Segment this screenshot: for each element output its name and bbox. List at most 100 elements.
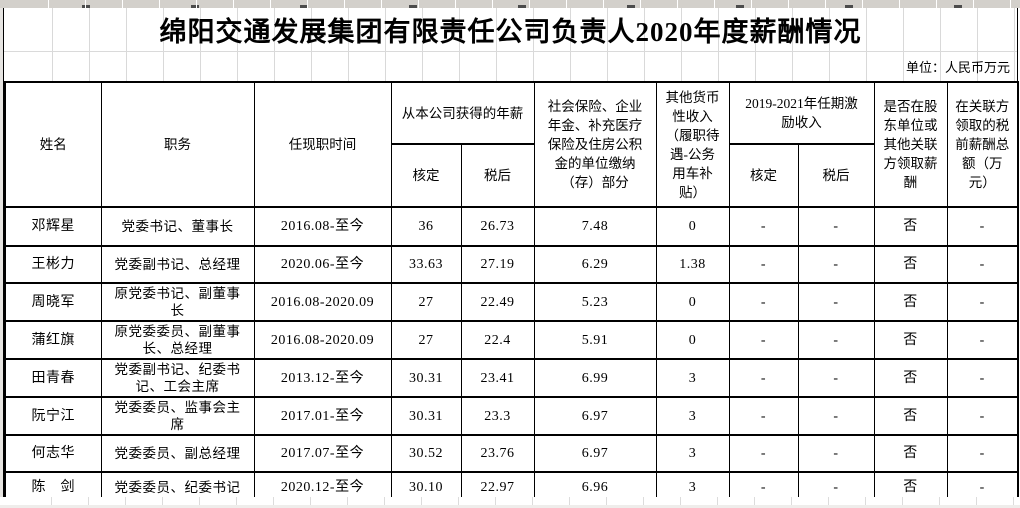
- table-row: 蒲红旗 原党委委员、副董事长、总经理 2016.08-2020.09 27 22.4 5.…: [4, 320, 1019, 360]
- cell-salary_after_tax: 22.4: [460, 320, 535, 360]
- cell-related_party_pretax_total: -: [946, 206, 1019, 247]
- header-salary-approved: 核定: [390, 143, 462, 208]
- cell-salary_approved: 27: [390, 282, 462, 322]
- header-salary-after-tax: 税后: [460, 143, 535, 208]
- cell-related_party_pretax_total: -: [946, 434, 1019, 473]
- cell-tenure: 2017.01-至今: [253, 396, 392, 436]
- cell-related_party_pretax_total: -: [946, 320, 1019, 360]
- cell-other_monetary_income: 0: [655, 206, 730, 247]
- cell-salary_after_tax: 22.49: [460, 282, 535, 322]
- cell-tenure: 2016.08-2020.09: [253, 282, 392, 322]
- cell-incentive_after_tax: -: [797, 396, 875, 436]
- header-tenure: 任现职时间: [253, 81, 392, 208]
- cell-incentive_approved: -: [728, 245, 799, 284]
- cell-name: 邓辉星: [4, 206, 102, 247]
- cell-social_insurance_housing_fund: 6.97: [533, 434, 657, 473]
- cell-paid_by_shareholder_or_related: 否: [873, 396, 948, 436]
- header-incentive-after-tax: 税后: [797, 143, 875, 208]
- cell-tenure: 2016.08-2020.09: [253, 320, 392, 360]
- header-related-party-total: 在关联方 领取的税 前薪酬总 额（万 元）: [946, 81, 1019, 208]
- header-row-1: 姓名 职务 任现职时间 从本公司获得的年薪 社会保险、企业 年金、补充医疗 保险…: [4, 81, 1019, 208]
- cell-incentive_approved: -: [728, 396, 799, 436]
- table-body: 邓辉星 党委书记、董事长 2016.08-至今 36 26.73 7.48 0- - 否 - 王彬力…: [4, 206, 1019, 503]
- cell-social_insurance_housing_fund: 5.23: [533, 282, 657, 322]
- cell-name: 何志华: [4, 434, 102, 473]
- cell-incentive_after_tax: -: [797, 320, 875, 360]
- cell-salary_approved: 30.31: [390, 358, 462, 398]
- header-row-2: 核定 税后 核定 税后: [5, 143, 1018, 208]
- header-incentive-approved: 核定: [728, 143, 799, 208]
- cell-position: 原党委书记、副董事长: [100, 282, 255, 322]
- cell-paid_by_shareholder_or_related: 否: [873, 358, 948, 398]
- cell-salary_approved: 30.52: [390, 434, 462, 473]
- cell-incentive_approved: -: [728, 206, 799, 247]
- cell-salary_approved: 33.63: [390, 245, 462, 284]
- header-salary-group: 从本公司获得的年薪: [390, 81, 535, 145]
- cell-position: 党委书记、董事长: [100, 206, 255, 247]
- table-header: 姓名 职务 任现职时间 从本公司获得的年薪 社会保险、企业 年金、补充医疗 保险…: [4, 81, 1019, 208]
- table-row: 王彬力 党委副书记、总经理 2020.06-至今 33.63 27.19 6.29 1.38…: [4, 245, 1019, 284]
- cell-name: 王彬力: [4, 245, 102, 284]
- sheet-area: 绵阳交通发展集团有限责任公司负责人2020年度薪酬情况 单位：人民币万元 姓名 …: [3, 8, 1019, 503]
- cell-other_monetary_income: 1.38: [655, 245, 730, 284]
- cell-social_insurance_housing_fund: 7.48: [533, 206, 657, 247]
- cell-salary_after_tax: 23.3: [460, 396, 535, 436]
- cell-name: 阮宁江: [4, 396, 102, 436]
- cell-salary_after_tax: 26.73: [460, 206, 535, 247]
- cell-name: 田青春: [4, 358, 102, 398]
- cell-position: 原党委委员、副董事长、总经理: [100, 320, 255, 360]
- header-social-insurance: 社会保险、企业 年金、补充医疗 保险及住房公积 金的单位缴纳 （存）部分: [533, 81, 657, 208]
- page-title: 绵阳交通发展集团有限责任公司负责人2020年度薪酬情况: [159, 17, 862, 47]
- unit-row: 单位：人民币万元: [4, 52, 1017, 81]
- cell-incentive_approved: -: [728, 358, 799, 398]
- cell-paid_by_shareholder_or_related: 否: [873, 320, 948, 360]
- cell-paid_by_shareholder_or_related: 否: [873, 434, 948, 473]
- cell-related_party_pretax_total: -: [946, 396, 1019, 436]
- cell-tenure: 2013.12-至今: [253, 358, 392, 398]
- cell-position: 党委委员、监事会主席: [100, 396, 255, 436]
- cell-salary_after_tax: 27.19: [460, 245, 535, 284]
- cell-other_monetary_income: 0: [655, 320, 730, 360]
- cell-other_monetary_income: 3: [655, 396, 730, 436]
- cell-other_monetary_income: 0: [655, 282, 730, 322]
- sheet-left-edge: [0, 8, 3, 508]
- cell-related_party_pretax_total: -: [946, 282, 1019, 322]
- header-other-income: 其他货币 性收入 （履职待 遇-公务 用车补 贴）: [655, 81, 730, 208]
- cell-social_insurance_housing_fund: 5.91: [533, 320, 657, 360]
- table-row: 何志华 党委委员、副总经理 2017.07-至今 30.52 23.76 6.97 3- - 否…: [4, 434, 1019, 473]
- cell-incentive_approved: -: [728, 434, 799, 473]
- header-name: 姓名: [4, 81, 102, 208]
- table-row: 阮宁江 党委委员、监事会主席 2017.01-至今 30.31 23.3 6.97 3- - 否…: [4, 396, 1019, 436]
- cell-paid_by_shareholder_or_related: 否: [873, 282, 948, 322]
- cell-salary_after_tax: 23.41: [460, 358, 535, 398]
- cell-salary_after_tax: 23.76: [460, 434, 535, 473]
- cell-salary_approved: 36: [390, 206, 462, 247]
- table-row: 田青春 党委副书记、纪委书记、工会主席 2013.12-至今 30.31 23.41 6.…: [4, 358, 1019, 398]
- cell-related_party_pretax_total: -: [946, 358, 1019, 398]
- cell-position: 党委委员、副总经理: [100, 434, 255, 473]
- table-row: 邓辉星 党委书记、董事长 2016.08-至今 36 26.73 7.48 0- - 否 -: [4, 206, 1019, 247]
- cell-paid_by_shareholder_or_related: 否: [873, 206, 948, 247]
- cell-incentive_after_tax: -: [797, 434, 875, 473]
- cell-position: 党委副书记、总经理: [100, 245, 255, 284]
- table-row: 周晓军 原党委书记、副董事长 2016.08-2020.09 27 22.49 5.23 0…: [4, 282, 1019, 322]
- cell-salary_approved: 30.31: [390, 396, 462, 436]
- header-shareholder-pay: 是否在股 东单位或 其他关联 方领取薪 酬: [873, 81, 948, 208]
- cell-tenure: 2020.06-至今: [253, 245, 392, 284]
- cell-incentive_after_tax: -: [797, 245, 875, 284]
- salary-table: 姓名 职务 任现职时间 从本公司获得的年薪 社会保险、企业 年金、补充医疗 保险…: [4, 81, 1019, 503]
- title-row: 绵阳交通发展集团有限责任公司负责人2020年度薪酬情况: [4, 8, 1017, 52]
- cell-position: 党委副书记、纪委书记、工会主席: [100, 358, 255, 398]
- cell-incentive_after_tax: -: [797, 358, 875, 398]
- cell-other_monetary_income: 3: [655, 358, 730, 398]
- cell-tenure: 2016.08-至今: [253, 206, 392, 247]
- cell-incentive_after_tax: -: [797, 206, 875, 247]
- cell-social_insurance_housing_fund: 6.99: [533, 358, 657, 398]
- header-position: 职务: [100, 81, 255, 208]
- cell-other_monetary_income: 3: [655, 434, 730, 473]
- cell-paid_by_shareholder_or_related: 否: [873, 245, 948, 284]
- cell-social_insurance_housing_fund: 6.97: [533, 396, 657, 436]
- cropped-spreadsheet-row-bottom: [0, 497, 1020, 508]
- cropped-spreadsheet-row-top: [0, 0, 1020, 8]
- cell-incentive_approved: -: [728, 282, 799, 322]
